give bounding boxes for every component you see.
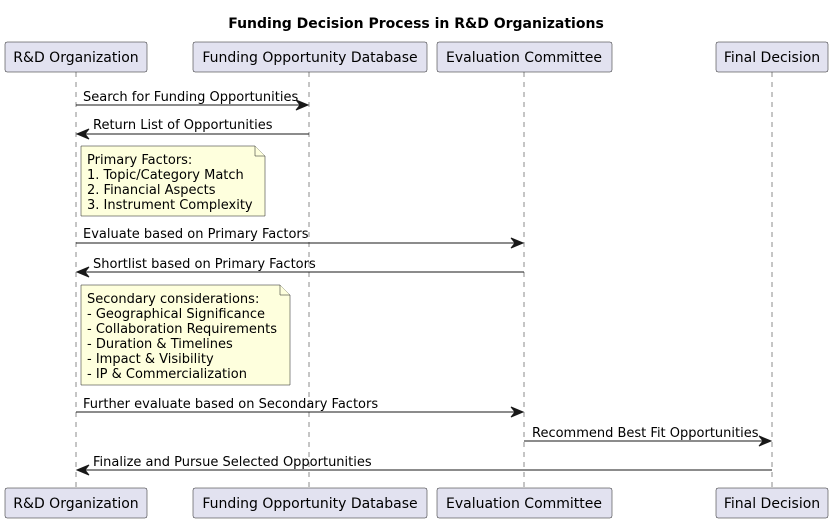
- arrow-right-icon: [758, 435, 773, 447]
- participant-label: Final Decision: [724, 496, 820, 512]
- message-evaluate-based-on-primary-factors: Evaluate based on Primary Factors: [76, 227, 525, 249]
- arrow-left-icon: [75, 128, 90, 140]
- note-line: - Geographical Significance: [87, 307, 265, 322]
- arrow-right-icon: [510, 237, 525, 249]
- message-search-for-funding-opportunities: Search for Funding Opportunities: [76, 90, 310, 111]
- arrow-left-icon: [75, 464, 90, 476]
- message-label: Return List of Opportunities: [93, 118, 273, 133]
- participant-label: Evaluation Committee: [446, 496, 602, 512]
- message-label: Evaluate based on Primary Factors: [83, 227, 309, 242]
- note-line: - Duration & Timelines: [87, 337, 233, 352]
- message-label: Recommend Best Fit Opportunities: [532, 426, 759, 441]
- participant-label: R&D Organization: [13, 50, 138, 66]
- note-line: - IP & Commercialization: [87, 367, 247, 382]
- message-shortlist-based-on-primary-factors: Shortlist based on Primary Factors: [75, 257, 524, 278]
- arrow-right-icon: [510, 406, 525, 418]
- participant-funding-opportunity-database-bottom: Funding Opportunity Database: [192, 487, 428, 519]
- message-further-evaluate-based-on-secondary-factors: Further evaluate based on Secondary Fact…: [76, 397, 525, 418]
- note-line: 3. Instrument Complexity: [87, 198, 253, 213]
- note-line: Secondary considerations:: [87, 292, 259, 307]
- arrow-right-icon: [295, 99, 310, 111]
- arrow-left-icon: [75, 266, 90, 278]
- participant-rd-organization-bottom: R&D Organization: [4, 487, 148, 519]
- participant-label: Funding Opportunity Database: [202, 496, 417, 512]
- participant-label: R&D Organization: [13, 496, 138, 512]
- note-line: 1. Topic/Category Match: [87, 168, 244, 183]
- message-recommend-best-fit-opportunities: Recommend Best Fit Opportunities: [524, 426, 773, 447]
- participant-funding-opportunity-database-top: Funding Opportunity Database: [192, 41, 428, 73]
- diagram-title: Funding Decision Process in R&D Organiza…: [228, 16, 604, 32]
- participant-evaluation-committee-bottom: Evaluation Committee: [436, 487, 613, 519]
- participant-final-decision-top: Final Decision: [715, 41, 829, 73]
- message-label: Search for Funding Opportunities: [83, 90, 298, 105]
- message-return-list-of-opportunities: Return List of Opportunities: [75, 118, 309, 140]
- participant-evaluation-committee-top: Evaluation Committee: [436, 41, 613, 73]
- note-primary-factors: Primary Factors: 1. Topic/Category Match…: [80, 145, 266, 217]
- note-line: - Impact & Visibility: [87, 352, 214, 367]
- note-line: 2. Financial Aspects: [87, 183, 216, 198]
- message-label: Further evaluate based on Secondary Fact…: [83, 397, 378, 412]
- participant-label: Funding Opportunity Database: [202, 50, 417, 66]
- note-line: Primary Factors:: [87, 153, 192, 168]
- participant-label: Final Decision: [724, 50, 820, 66]
- note-secondary-considerations: Secondary considerations: - Geographical…: [80, 284, 291, 386]
- message-label: Shortlist based on Primary Factors: [93, 257, 316, 272]
- participant-rd-organization-top: R&D Organization: [4, 41, 148, 73]
- message-finalize-and-pursue-selected-opportunities: Finalize and Pursue Selected Opportuniti…: [75, 455, 772, 476]
- participant-final-decision-bottom: Final Decision: [715, 487, 829, 519]
- note-line: - Collaboration Requirements: [87, 322, 277, 337]
- participant-label: Evaluation Committee: [446, 50, 602, 66]
- message-label: Finalize and Pursue Selected Opportuniti…: [93, 455, 372, 470]
